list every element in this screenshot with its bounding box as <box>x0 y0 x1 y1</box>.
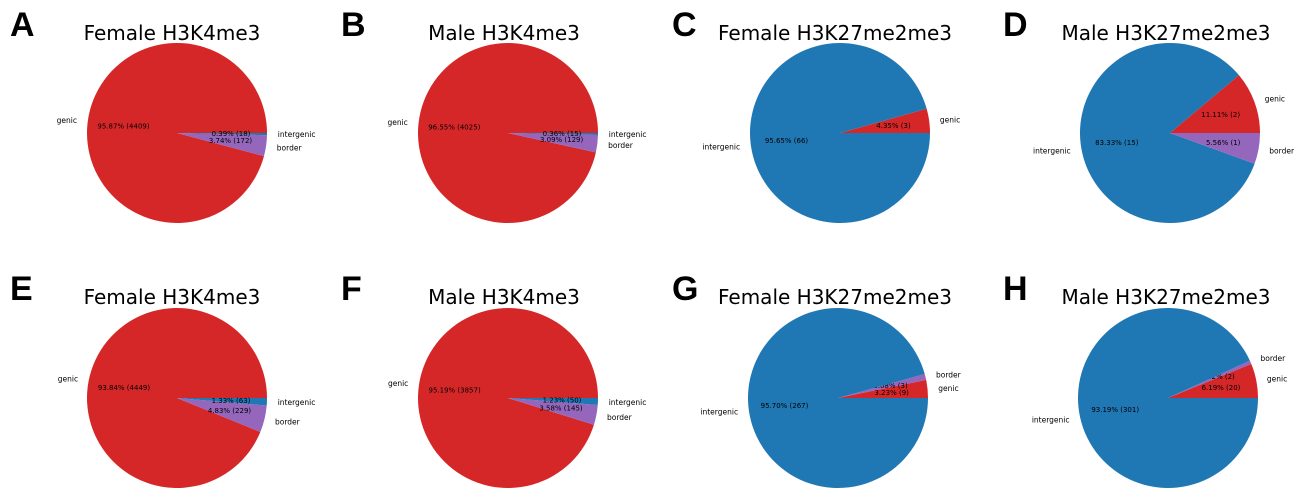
slice-percent-label: 3.74% (172) <box>209 137 253 145</box>
slice-label-intergenic: intergenic <box>700 408 738 417</box>
pie-slice-genic <box>840 108 930 133</box>
pie-slice-intergenic <box>508 133 599 136</box>
pie-panel-c: C Female H3K27me2me3 genic 4.35% (3) interge… <box>672 6 960 224</box>
pie-panel-f: F Male H3K4me3 genic 95.19% (3857) border 3.5… <box>341 270 647 489</box>
chart-title: Male H3K27me2me3 <box>1061 21 1270 45</box>
slice-label-genic: genic <box>57 116 77 125</box>
pie-slice-border <box>508 398 598 425</box>
slice-label-genic: genic <box>387 118 407 127</box>
slice-label-border: border <box>607 413 633 422</box>
pie-panel-e: E Female H3K4me3 genic 93.84% (4449) border 4… <box>10 270 315 488</box>
pie-slice-genic <box>1170 75 1260 133</box>
slice-percent-label: 3.23% (9) <box>875 389 910 397</box>
pie-slice-intergenic <box>177 133 267 136</box>
slice-percent-label: 6.19% (20) <box>1202 384 1241 392</box>
chart-title: Male H3K4me3 <box>428 21 580 45</box>
slice-percent-label: 3.09% (129) <box>540 136 584 144</box>
pie-slice-genic <box>417 43 598 224</box>
pie-slice-border <box>177 398 267 432</box>
pie-panel-g: G Female H3K27me2me3 genic 3.23% (9) border 1… <box>672 270 962 489</box>
slice-label-genic: genic <box>58 375 78 384</box>
slice-label-intergenic: intergenic <box>278 130 316 139</box>
pie-panel-b: B Male H3K4me3 genic 96.55% (4025) border 3.0… <box>341 6 647 224</box>
slice-label-border: border <box>275 418 301 427</box>
chart-title: Female H3K27me2me3 <box>718 285 952 309</box>
panel-letter: A <box>10 6 35 44</box>
slice-label-intergenic: intergenic <box>1032 415 1070 424</box>
slice-percent-label: 95.19% (3857) <box>428 386 480 394</box>
slice-label-genic: genic <box>938 384 958 393</box>
slice-percent-label: 5.56% (1) <box>1206 139 1241 147</box>
slice-label-intergenic: intergenic <box>609 398 647 407</box>
slice-label-genic: genic <box>1267 375 1287 384</box>
pie-panel-d: D Male H3K27me2me3 genic 11.11% (2) intergen… <box>1003 6 1295 224</box>
pie-slice-intergenic <box>508 398 598 405</box>
pie-slice-genic <box>87 42 267 223</box>
slice-label-intergenic: intergenic <box>278 398 316 407</box>
slice-percent-label: 95.87% (4409) <box>97 123 149 131</box>
chart-title: Female H3K4me3 <box>84 285 261 309</box>
pie-slice-genic <box>417 308 598 489</box>
slice-percent-label: 1.33% (63) <box>212 397 251 405</box>
slice-percent-label: 4.83% (229) <box>208 407 252 415</box>
slice-percent-label: 0.62% (2) <box>1200 373 1235 381</box>
panel-letter: E <box>10 270 33 308</box>
slice-percent-label: 0.36% (15) <box>543 130 582 138</box>
pie-slice-genic <box>838 379 928 398</box>
pie-slice-intergenic <box>1079 43 1255 224</box>
slice-percent-label: 1.23% (50) <box>543 397 582 405</box>
slice-label-genic: genic <box>388 379 408 388</box>
panel-letter: G <box>672 270 698 308</box>
pie-slice-intergenic <box>750 43 930 224</box>
slice-percent-label: 96.55% (4025) <box>428 124 480 132</box>
slice-percent-label: 11.11% (2) <box>1201 111 1240 119</box>
pie-slice-border <box>1168 360 1252 398</box>
slice-percent-label: 95.65% (66) <box>765 137 809 145</box>
pie-slice-intergenic <box>748 308 928 489</box>
slice-label-intergenic: intergenic <box>702 143 740 152</box>
chart-title: Male H3K27me2me3 <box>1061 285 1270 309</box>
slice-label-border: border <box>1269 147 1295 156</box>
panel-letter: H <box>1003 270 1028 308</box>
slice-label-border: border <box>936 370 962 379</box>
pie-slice-border <box>177 133 267 157</box>
slice-percent-label: 95.70% (267) <box>761 402 809 410</box>
pie-slice-genic <box>86 307 268 488</box>
pie-slice-intergenic <box>177 398 268 406</box>
slice-label-genic: genic <box>940 115 960 124</box>
slice-label-genic: genic <box>1265 95 1285 104</box>
slice-percent-label: 83.33% (15) <box>1095 139 1139 147</box>
slice-label-intergenic: intergenic <box>1033 147 1071 156</box>
slice-label-border: border <box>277 143 303 152</box>
slice-percent-label: 3.58% (145) <box>539 405 583 413</box>
pie-slice-border <box>508 133 598 153</box>
slice-percent-label: 0.39% (18) <box>212 130 251 138</box>
pie-panel-h: H Male H3K27me2me3 genic 6.19% (20) border 0.… <box>1003 270 1287 489</box>
chart-title: Female H3K4me3 <box>84 21 261 45</box>
pie-slice-genic <box>1168 363 1258 398</box>
slice-percent-label: 93.84% (4449) <box>98 384 150 392</box>
pie-slice-intergenic <box>1078 308 1259 489</box>
panel-letter: C <box>672 6 697 44</box>
pie-slice-border <box>838 373 927 398</box>
slice-label-border: border <box>1261 354 1287 363</box>
panel-letter: F <box>341 270 362 308</box>
slice-label-border: border <box>608 141 634 150</box>
chart-title: Female H3K27me2me3 <box>718 21 952 45</box>
panel-letter: B <box>341 6 366 44</box>
slice-percent-label: 93.19% (301) <box>1091 406 1139 414</box>
slice-label-intergenic: intergenic <box>609 130 647 139</box>
pie-panel-a: A Female H3K4me3 genic 95.87% (4409) border 3… <box>10 6 315 223</box>
chart-title: Male H3K4me3 <box>428 285 580 309</box>
pie-slice-border <box>1170 133 1260 164</box>
slice-percent-label: 4.35% (3) <box>876 122 911 130</box>
panel-letter: D <box>1003 6 1028 44</box>
slice-percent-label: 1.08% (3) <box>873 382 908 390</box>
